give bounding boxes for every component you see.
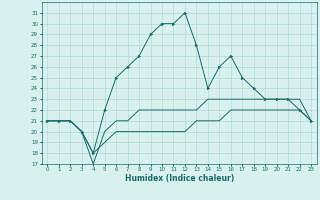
- X-axis label: Humidex (Indice chaleur): Humidex (Indice chaleur): [124, 174, 234, 183]
